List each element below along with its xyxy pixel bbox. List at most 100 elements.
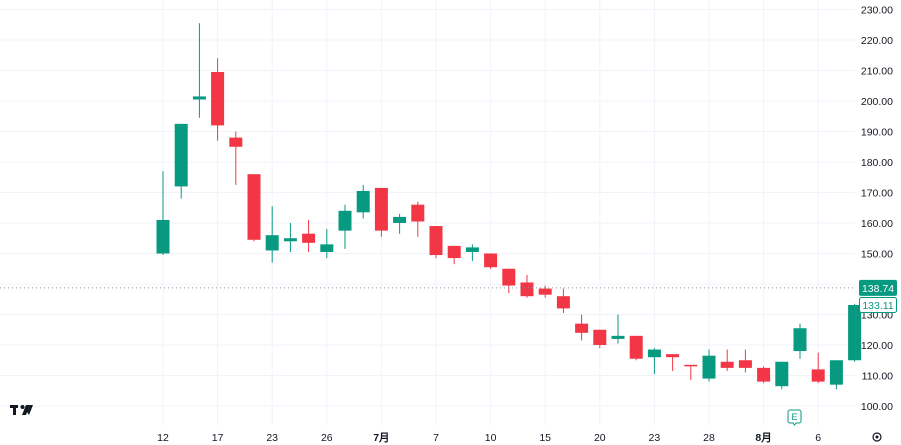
candle[interactable]: [465, 244, 479, 262]
earnings-label: E: [791, 412, 797, 422]
candle-body: [192, 96, 206, 100]
candle[interactable]: [320, 229, 334, 259]
candle-body: [356, 190, 370, 213]
candle[interactable]: [447, 245, 461, 265]
candle[interactable]: [702, 349, 716, 382]
candle[interactable]: [520, 274, 534, 298]
candle[interactable]: [666, 354, 680, 371]
time-axis[interactable]: 12 17 23 26 7月 7 10 15 20 23 28 8月 6: [157, 432, 821, 444]
candle[interactable]: [502, 268, 516, 294]
candle-body: [611, 335, 625, 339]
candle-body: [684, 364, 698, 367]
candle-body: [229, 137, 243, 147]
candle-body: [702, 355, 716, 379]
candle[interactable]: [174, 123, 188, 199]
candle-body: [811, 369, 825, 382]
candle-body: [775, 361, 789, 387]
candle[interactable]: [192, 23, 206, 118]
price-tick-label: 160.00: [861, 218, 893, 230]
candle[interactable]: [356, 184, 370, 219]
tradingview-logo-icon[interactable]: [10, 405, 33, 415]
candle[interactable]: [593, 329, 607, 349]
candle-body: [757, 367, 771, 382]
time-tick-label: 7: [433, 432, 439, 444]
candle[interactable]: [829, 360, 843, 390]
candle[interactable]: [538, 285, 552, 298]
time-tick-label: 7月: [373, 432, 389, 444]
candle[interactable]: [247, 174, 261, 242]
candle-body: [211, 72, 225, 126]
candles: [156, 23, 862, 390]
candle-body: [829, 360, 843, 385]
candle[interactable]: [738, 349, 752, 373]
candle[interactable]: [283, 223, 297, 252]
price-tick-label: 200.00: [861, 96, 893, 108]
price-tick-label: 100.00: [861, 401, 893, 413]
candle-body: [556, 296, 570, 309]
candle[interactable]: [793, 323, 807, 359]
candle-body: [666, 354, 680, 358]
crosshair-tag-bg: [859, 279, 897, 296]
price-tick-label: 120.00: [861, 340, 893, 352]
price-overlays: 138.74 133.11: [0, 279, 897, 314]
candle[interactable]: [229, 131, 243, 185]
gear-icon[interactable]: [872, 432, 882, 442]
candle-body: [447, 245, 461, 259]
candle-body: [575, 323, 589, 333]
last-price-label: 133.11: [862, 300, 893, 312]
time-tick-label: 28: [703, 432, 715, 444]
candle-body: [265, 235, 279, 251]
crosshair-price-label: 138.74: [862, 283, 894, 295]
candle-body: [338, 210, 352, 231]
candle-body: [720, 361, 734, 368]
candle[interactable]: [775, 361, 789, 390]
price-tick-label: 230.00: [861, 5, 893, 17]
candle-body: [411, 204, 425, 222]
grid-lines: [0, 0, 855, 425]
candle[interactable]: [848, 303, 862, 362]
time-tick-label: 17: [212, 432, 224, 444]
candle[interactable]: [611, 314, 625, 344]
candle-body: [538, 288, 552, 295]
time-tick-label: 26: [321, 432, 333, 444]
candle[interactable]: [811, 352, 825, 384]
earnings-event-icon[interactable]: E: [787, 409, 802, 426]
candle-body: [502, 268, 516, 286]
time-tick-label: 12: [157, 432, 169, 444]
candle-body: [374, 187, 388, 231]
time-tick-label: 10: [485, 432, 497, 444]
candle-body: [302, 233, 316, 243]
candle[interactable]: [429, 226, 443, 259]
candle[interactable]: [302, 219, 316, 252]
candle-body: [520, 282, 534, 297]
price-axis[interactable]: 100.00110.00120.00130.00140.00150.00160.…: [861, 5, 893, 414]
candle[interactable]: [757, 366, 771, 384]
candle[interactable]: [211, 58, 225, 141]
candle[interactable]: [629, 335, 643, 361]
time-tick-label: 6: [815, 432, 821, 444]
candle[interactable]: [265, 206, 279, 263]
candle[interactable]: [338, 204, 352, 249]
candle[interactable]: [411, 201, 425, 237]
candle[interactable]: [575, 314, 589, 341]
last-price-tag: 133.11: [859, 297, 897, 314]
time-tick-label: 20: [594, 432, 606, 444]
candle-body: [593, 329, 607, 345]
candle[interactable]: [393, 213, 407, 234]
candle-body: [429, 226, 443, 256]
candle-body: [484, 253, 498, 268]
candle[interactable]: [684, 364, 698, 381]
candle[interactable]: [647, 348, 661, 374]
candle-body: [174, 123, 188, 187]
candle-body: [283, 238, 297, 242]
candle[interactable]: [374, 187, 388, 237]
candle[interactable]: [556, 288, 570, 313]
candle-body: [738, 360, 752, 368]
candle[interactable]: [484, 253, 498, 269]
candle-body: [848, 305, 862, 361]
candle[interactable]: [156, 171, 170, 256]
candle-body: [247, 174, 261, 240]
candle-body: [393, 216, 407, 223]
candle[interactable]: [720, 349, 734, 371]
